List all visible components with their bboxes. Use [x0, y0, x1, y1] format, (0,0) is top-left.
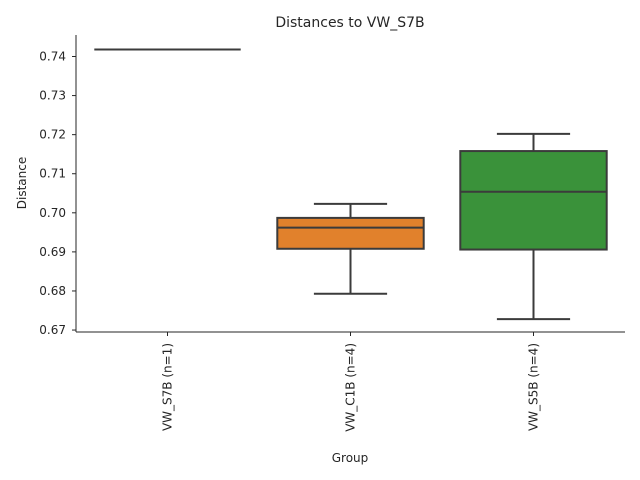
box-iqr	[276, 216, 425, 250]
y-tick-label: 0.73	[39, 89, 66, 103]
y-axis-ticks: 0.67 0.68 0.69 0.70 0.71 0.72 0.73 0.74	[39, 49, 76, 337]
chart-title: Distances to VW_S7B	[275, 15, 424, 31]
box-iqr	[459, 150, 608, 251]
x-axis-ticks: VW_S7B (n=1) VW_C1B (n=4) VW_S5B (n=4)	[161, 332, 541, 432]
y-tick-label: 0.74	[39, 49, 66, 63]
y-axis-label: Distance	[15, 157, 29, 209]
y-tick-label: 0.70	[39, 206, 66, 220]
y-tick-label: 0.69	[39, 245, 66, 259]
x-tick-label: VW_S7B (n=1)	[161, 343, 175, 431]
x-tick-label: VW_S5B (n=4)	[527, 343, 541, 431]
y-tick-label: 0.71	[39, 167, 66, 181]
y-tick-label: 0.72	[39, 128, 66, 142]
y-tick-label: 0.68	[39, 284, 66, 298]
x-axis-label: Group	[332, 451, 369, 465]
box-group	[459, 132, 608, 321]
plot-area	[94, 48, 608, 321]
x-tick-label: VW_C1B (n=4)	[344, 343, 358, 432]
box-group	[276, 202, 425, 295]
y-tick-label: 0.67	[39, 323, 66, 337]
